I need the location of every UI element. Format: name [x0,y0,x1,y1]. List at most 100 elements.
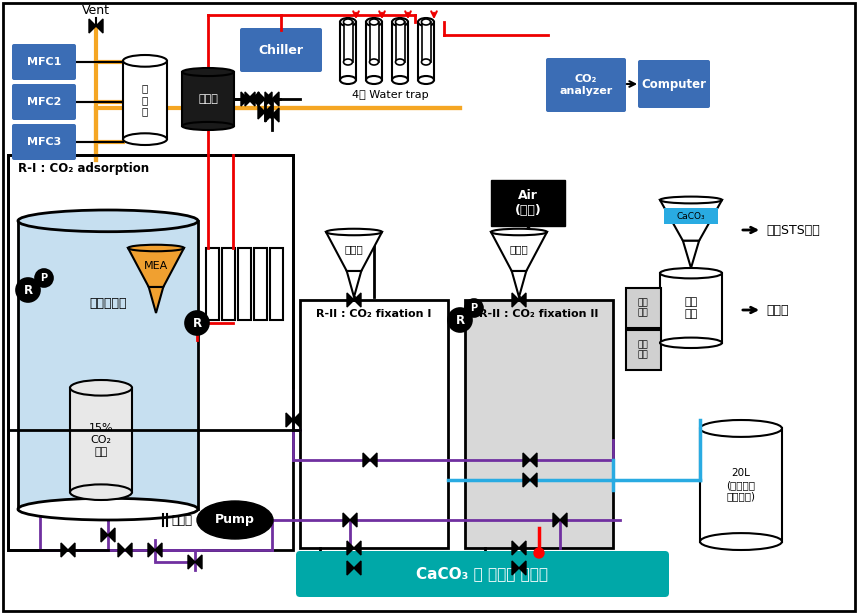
Polygon shape [363,453,377,467]
Bar [270,248,283,320]
Polygon shape [258,105,272,119]
Ellipse shape [660,196,722,203]
Text: R-II : CO₂ fixation I: R-II : CO₂ fixation I [317,309,432,319]
Bar [626,330,661,370]
Polygon shape [241,92,255,106]
Text: MEA: MEA [144,260,168,271]
Bar [70,388,132,492]
FancyBboxPatch shape [12,44,76,80]
Circle shape [448,308,472,332]
Ellipse shape [700,533,782,550]
Polygon shape [128,248,184,287]
Text: 아민
용액: 아민 용액 [637,340,649,360]
Ellipse shape [418,18,434,26]
Ellipse shape [70,484,132,500]
Polygon shape [511,271,526,297]
Ellipse shape [340,76,356,84]
Text: R-II : CO₂ fixation II: R-II : CO₂ fixation II [480,309,599,319]
Ellipse shape [392,18,408,26]
Polygon shape [148,543,162,557]
Bar [123,61,167,139]
Bar [491,180,565,226]
Polygon shape [245,92,259,106]
Polygon shape [286,413,300,427]
Polygon shape [347,271,361,297]
Ellipse shape [421,19,431,25]
Bar [396,22,404,62]
Ellipse shape [700,420,782,437]
Polygon shape [89,19,103,33]
FancyBboxPatch shape [12,84,76,120]
Text: CaCO₃ 가 포함된 수용액: CaCO₃ 가 포함된 수용액 [416,567,548,581]
Ellipse shape [182,68,234,76]
Ellipse shape [366,76,382,84]
Polygon shape [512,541,526,555]
Bar [340,22,356,80]
Bar [238,248,251,320]
Ellipse shape [421,59,431,65]
Ellipse shape [343,19,353,25]
Polygon shape [118,543,132,557]
Bar [300,300,448,548]
Bar [370,22,378,62]
Circle shape [185,311,209,335]
Ellipse shape [396,59,404,65]
Ellipse shape [340,18,356,26]
Ellipse shape [392,76,408,84]
Polygon shape [523,453,537,467]
Text: R: R [23,284,33,297]
Polygon shape [512,561,526,575]
Bar [421,22,431,62]
FancyBboxPatch shape [296,551,669,597]
Text: MFC2: MFC2 [27,97,61,107]
Text: 혼합기: 혼합기 [198,94,218,104]
Text: Air
(공압): Air (공압) [515,189,541,217]
Polygon shape [553,513,567,527]
Ellipse shape [18,210,198,231]
Ellipse shape [18,499,198,520]
Text: Computer: Computer [642,77,706,90]
Text: 상청수: 상청수 [345,244,364,255]
Polygon shape [491,232,547,271]
Text: Vent: Vent [82,4,110,17]
Text: Chiller: Chiller [258,44,304,56]
Bar [465,300,613,548]
Text: P: P [40,273,47,283]
Ellipse shape [370,19,378,25]
Polygon shape [683,241,699,268]
Text: R-I : CO₂ adsorption: R-I : CO₂ adsorption [18,161,149,174]
Polygon shape [265,92,279,106]
Polygon shape [347,541,361,555]
FancyBboxPatch shape [240,28,322,72]
Text: 아민수용액: 아민수용액 [89,297,127,309]
Text: Pump: Pump [215,513,255,526]
Text: 주영STS제공: 주영STS제공 [766,223,819,236]
Ellipse shape [660,338,722,348]
Text: 20L
(재사용될
아민용액): 20L (재사용될 아민용액) [727,468,756,502]
Ellipse shape [128,245,184,251]
Bar [418,22,434,80]
Text: 절류
용액: 절류 용액 [637,298,649,317]
Polygon shape [258,92,272,106]
Text: R: R [456,314,464,327]
Ellipse shape [366,18,382,26]
Ellipse shape [343,59,353,65]
Text: 15%
CO₂
주입: 15% CO₂ 주입 [88,424,113,457]
FancyBboxPatch shape [546,58,626,112]
Ellipse shape [491,229,547,235]
Text: 유니온: 유니온 [172,513,192,526]
Polygon shape [148,287,163,313]
FancyBboxPatch shape [12,124,76,160]
Polygon shape [347,561,361,575]
Ellipse shape [660,268,722,278]
Polygon shape [660,200,722,241]
Polygon shape [512,293,526,307]
Polygon shape [61,543,75,557]
Ellipse shape [326,229,382,235]
Text: R: R [192,316,202,330]
Text: 상청수: 상청수 [510,244,529,255]
Polygon shape [101,528,115,542]
Text: P: P [470,303,478,313]
Bar [8,155,293,550]
Bar [700,429,782,542]
